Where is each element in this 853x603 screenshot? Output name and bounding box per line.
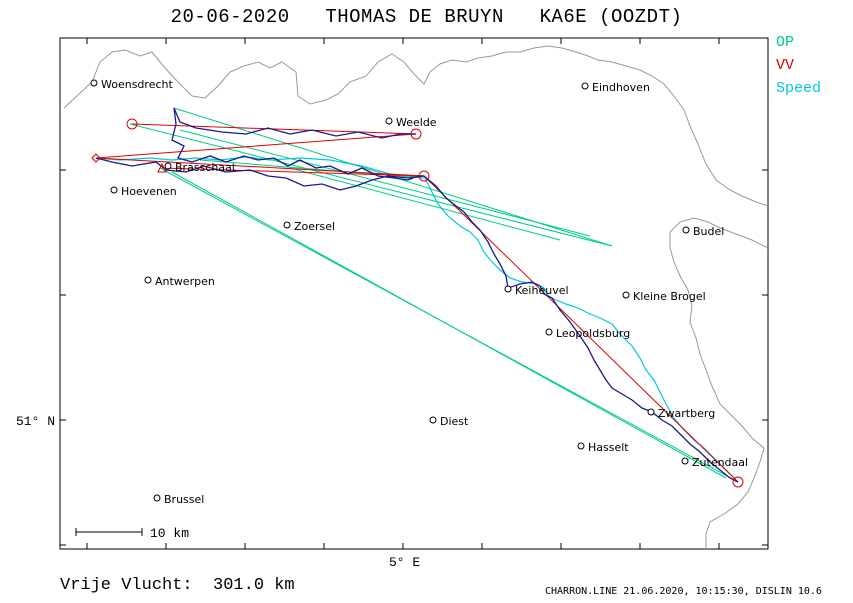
place-marker: [164, 162, 172, 170]
place-label: Woensdrecht: [101, 78, 173, 91]
scale-label: 10 km: [150, 526, 189, 541]
place-label: Hoevenen: [121, 185, 177, 198]
place-marker: [504, 285, 512, 293]
place-marker: [545, 328, 553, 336]
country-border-east: [669, 217, 769, 549]
place-marker: [577, 442, 585, 450]
legend-speed: Speed: [776, 80, 822, 97]
places-layer: Woensdrecht Eindhoven Weelde Brasschaat Hoev…: [90, 78, 748, 506]
place-label: Brasschaat: [175, 161, 237, 174]
place-marker: [110, 186, 118, 194]
scale-bar: [75, 528, 143, 536]
place-marker: [153, 494, 161, 502]
map-title: 20-06-2020 THOMAS DE BRUYN KA6E (OOZDT): [170, 6, 683, 28]
place-marker: [90, 79, 98, 87]
info-label: CHARRON.LINE 21.06.2020, 10:15:30, DISLI…: [545, 586, 822, 597]
place-label: Eindhoven: [592, 81, 650, 94]
place-marker: [144, 276, 152, 284]
place-marker: [647, 408, 655, 416]
country-border: [63, 45, 769, 207]
place-label: Kleine Brogel: [633, 290, 706, 303]
place-label: Zoersel: [294, 220, 335, 233]
place-label: Diest: [440, 415, 469, 428]
place-marker: [429, 416, 437, 424]
place-label: Antwerpen: [155, 275, 215, 288]
place-marker: [283, 221, 291, 229]
place-marker: [581, 82, 589, 90]
lon-axis-label: 5° E: [389, 555, 420, 570]
place-marker: [682, 226, 690, 234]
place-label: Weelde: [396, 116, 437, 129]
place-label: Budel: [693, 225, 724, 238]
place-marker: [681, 457, 689, 465]
legend-op: OP: [776, 34, 795, 51]
place-label: Zwartberg: [658, 407, 715, 420]
place-marker: [385, 117, 393, 125]
place-label: Leopoldsburg: [556, 327, 630, 340]
place-label: Brussel: [164, 493, 204, 506]
place-marker: [622, 291, 630, 299]
place-label: Zutendaal: [692, 456, 748, 469]
place-label: Hasselt: [588, 441, 629, 454]
distance-label: Vrije Vlucht: 301.0 km: [60, 576, 295, 595]
map-frame: [59, 37, 769, 550]
lat-axis-label: 51° N: [16, 414, 55, 429]
speed-track: [95, 156, 739, 483]
place-label: Keiheuvel: [515, 284, 569, 297]
legend-vv: VV: [776, 57, 795, 74]
turnpoints: [91, 118, 744, 488]
grid-ticks: [60, 38, 768, 549]
